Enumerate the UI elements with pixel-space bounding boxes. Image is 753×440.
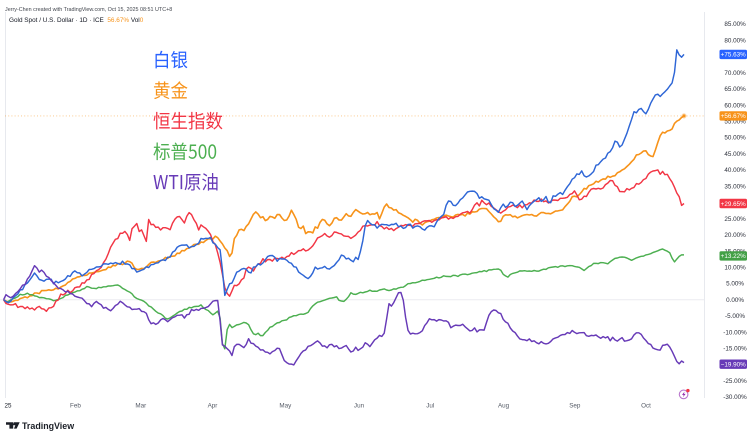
svg-text:0.00%: 0.00% — [726, 297, 744, 304]
svg-text:40.00%: 40.00% — [724, 167, 746, 174]
svg-text:85.00%: 85.00% — [724, 21, 746, 28]
svg-text:25.00%: 25.00% — [724, 216, 746, 223]
svg-text:−19.90%: −19.90% — [721, 362, 746, 369]
svg-text:May: May — [279, 403, 292, 410]
svg-text:Apr: Apr — [208, 403, 218, 410]
svg-text:Oct: Oct — [641, 403, 651, 410]
svg-text:55.00%: 55.00% — [724, 119, 746, 126]
svg-text:+13.22%: +13.22% — [721, 253, 746, 260]
svg-text:65.00%: 65.00% — [724, 86, 746, 93]
svg-text:Jerry-Chen created with Tradin: Jerry-Chen created with TradingView.com,… — [5, 7, 172, 13]
svg-text:Aug: Aug — [498, 403, 510, 410]
svg-text:Mar: Mar — [135, 403, 146, 410]
svg-text:TradingView: TradingView — [22, 421, 74, 431]
svg-text:Gold Spot / U.S. Dollar · 1D ·: Gold Spot / U.S. Dollar · 1D · ICE 56.67… — [9, 17, 144, 24]
svg-text:-5.00%: -5.00% — [725, 313, 745, 320]
svg-text:-30.00%: -30.00% — [723, 394, 747, 401]
svg-text:45.00%: 45.00% — [724, 151, 746, 158]
svg-text:-15.00%: -15.00% — [723, 346, 747, 353]
svg-text:Feb: Feb — [70, 403, 81, 410]
svg-text:Jun: Jun — [354, 403, 365, 410]
svg-text:Sep: Sep — [569, 403, 581, 410]
svg-text:20.00%: 20.00% — [724, 232, 746, 239]
svg-text:-25.00%: -25.00% — [723, 378, 747, 385]
svg-text:+56.67%: +56.67% — [721, 113, 746, 120]
svg-text:70.00%: 70.00% — [724, 70, 746, 77]
svg-text:25: 25 — [5, 403, 13, 410]
svg-text:10.00%: 10.00% — [724, 265, 746, 272]
svg-text:35.00%: 35.00% — [724, 183, 746, 190]
svg-text:Jul: Jul — [426, 403, 434, 410]
svg-text:+29.65%: +29.65% — [721, 201, 746, 208]
svg-text:-10.00%: -10.00% — [723, 329, 747, 336]
svg-text:50.00%: 50.00% — [724, 135, 746, 142]
svg-text:80.00%: 80.00% — [724, 38, 746, 45]
svg-text:+75.63%: +75.63% — [721, 52, 746, 59]
svg-text:60.00%: 60.00% — [724, 102, 746, 109]
svg-text:5.00%: 5.00% — [726, 281, 744, 288]
